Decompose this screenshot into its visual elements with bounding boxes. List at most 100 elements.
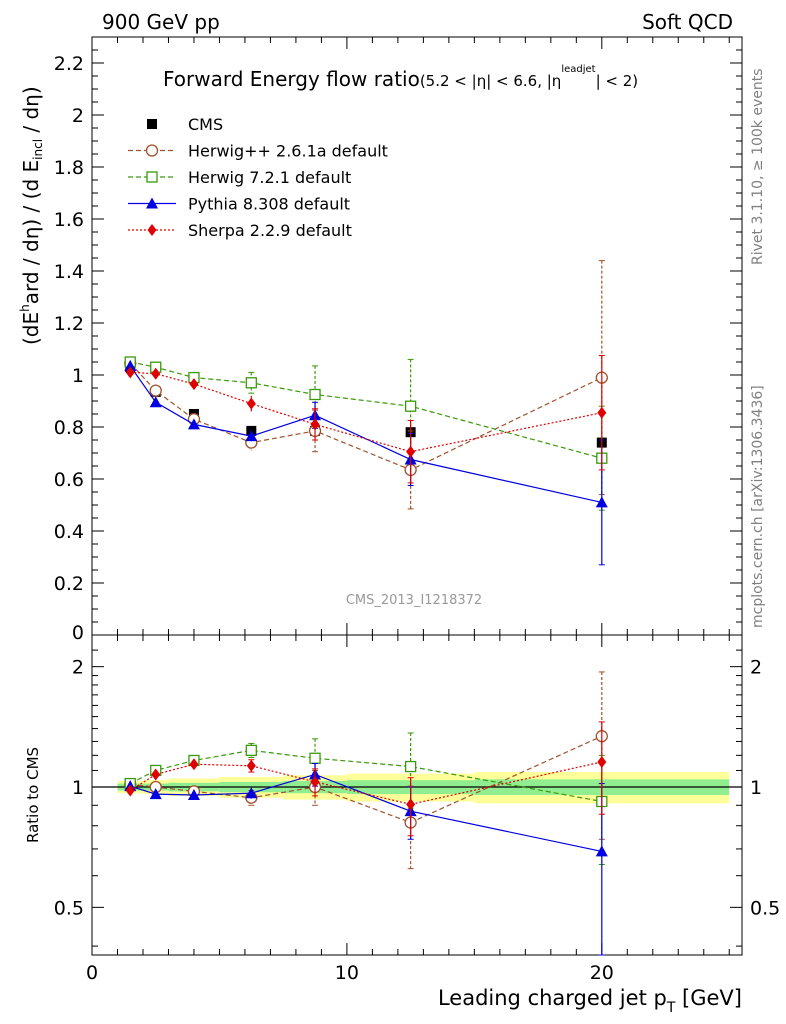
ratio-series-group	[124, 671, 608, 956]
y-tick-label: 1	[72, 365, 84, 387]
data-point	[246, 397, 256, 410]
x-tick-label: 10	[335, 962, 359, 984]
title-main: Forward Energy flow ratio	[163, 67, 420, 91]
ratio-series-sherpa	[125, 721, 607, 837]
y-tick-label: 0	[72, 622, 84, 644]
y-tick-label: 1.4	[54, 261, 84, 283]
xlabel-unit: [GeV]	[675, 986, 742, 1010]
ratio-data-point	[187, 788, 200, 800]
x-tick-label: 0	[86, 962, 98, 984]
main-chart-title: Forward Energy flow ratio(5.2 < |η| < 6.…	[163, 64, 638, 91]
data-point	[309, 388, 321, 401]
ratio-y-tick-label: 2	[72, 657, 84, 679]
y-tick-label: 1.6	[54, 209, 84, 231]
ratio-data-point	[404, 760, 417, 773]
x-tick-label: 20	[590, 962, 614, 984]
ratio-y-axis-label: Ratio to CMS	[24, 747, 42, 843]
ratio-series-herwig	[124, 671, 608, 870]
y-tick-label: 0.4	[54, 521, 84, 543]
data-point	[149, 384, 162, 397]
y-tick-label: 1.8	[54, 157, 84, 179]
series-line	[129, 362, 603, 471]
legend: CMS Herwig++ 2.6.1a default Herwig 7.2.1 d…	[128, 115, 388, 240]
y-tick-label: 0.2	[54, 573, 84, 595]
ratio-y-tick-label-right: 1	[750, 777, 762, 799]
x-axis-label: Leading charged jet pT [GeV]	[438, 986, 742, 1016]
ratio-data-point	[310, 775, 320, 788]
y-tick-label: 0.6	[54, 469, 84, 491]
y-tick-label: 0.8	[54, 417, 84, 439]
ratio-data-point	[151, 768, 161, 781]
ratio-data-point	[189, 758, 199, 771]
data-point	[406, 445, 416, 458]
ylabel-sub: incl	[31, 139, 45, 160]
legend-marker	[146, 197, 158, 209]
process-label: Soft QCD	[642, 10, 733, 34]
series-line	[130, 361, 602, 459]
data-point	[597, 406, 607, 419]
data-point	[149, 396, 162, 408]
legend-marker	[147, 119, 157, 129]
legend-item: Herwig 7.2.1 default	[128, 168, 351, 187]
xlabel-main: Leading charged jet p	[438, 986, 667, 1010]
ratio-y-tick-label-right: 2	[750, 657, 762, 679]
legend-marker	[145, 144, 159, 157]
ylabel-a: (dE	[19, 312, 43, 345]
ylabel-sup: h	[18, 304, 32, 312]
ratio-data-point	[309, 752, 321, 764]
main-y-axis-label: (dEhard / dη) / (d Eincl / dη)	[18, 86, 45, 345]
ratio-y-tick-label: 0.5	[54, 897, 84, 919]
legend-item: Pythia 8.308 default	[128, 195, 350, 214]
main-panel: 0.2 0.4 0.6 0.8 1 1.2 1.4 1.6 1.8 2 2.2 0 CMS_2013_…	[18, 36, 743, 644]
mcplots-label: mcplots.cern.ch [arXiv:1306.3436]	[750, 385, 766, 628]
ratio-data-point	[245, 787, 258, 799]
main-series-group	[124, 260, 608, 566]
ratio-plot-frame	[91, 634, 743, 956]
y-tick-label: 2	[72, 105, 84, 127]
collision-label: 900 GeV pp	[102, 10, 220, 34]
title-cut-sup: leadjet	[561, 64, 595, 75]
ratio-panel: 0.5 0.51 12 20 10 20 Ratio to CMS Leading cha…	[24, 634, 780, 1016]
ratio-data-point	[245, 744, 257, 757]
ratio-data-point	[149, 788, 162, 800]
ratio-y-tick-label: 1	[72, 777, 84, 799]
data-point	[124, 359, 137, 371]
title-cut-end: | < 2)	[596, 72, 639, 90]
legend-item: Herwig++ 2.6.1a default	[128, 142, 388, 161]
ratio-data-point	[125, 784, 135, 797]
data-point	[125, 366, 135, 379]
data-point	[404, 400, 417, 412]
data-point	[245, 430, 258, 442]
legend-item: Sherpa 2.2.9 default	[128, 221, 352, 240]
data-point	[245, 377, 257, 389]
data-point	[151, 367, 161, 380]
xlabel-sub: T	[666, 1000, 676, 1016]
ratio-data-point	[406, 798, 416, 811]
analysis-id-label: CMS_2013_I1218372	[346, 593, 482, 608]
ratio-data-point	[595, 845, 608, 857]
title-cut: (5.2 < |η| < 6.6, |η	[420, 72, 561, 90]
legend-marker	[146, 171, 158, 183]
data-point	[595, 496, 608, 508]
legend-marker	[147, 224, 157, 236]
legend-item: CMS	[147, 115, 223, 134]
rivet-version-label: Rivet 3.1.10, ≥ 100k events	[750, 68, 766, 265]
ylabel-c: / dη)	[19, 86, 43, 139]
data-point	[310, 418, 320, 431]
ratio-data-point	[246, 759, 256, 772]
legend-label: CMS	[188, 115, 223, 134]
data-point	[187, 418, 200, 430]
ratio-data-point	[597, 755, 607, 768]
data-point	[189, 378, 199, 391]
ratio-axis-ticks: 0.5 0.51 12 20 10 20	[54, 635, 780, 984]
ylabel-b: ard / dη) / (d E	[19, 160, 43, 304]
y-tick-label: 1.2	[54, 313, 84, 335]
main-axis-ticks: 0.2 0.4 0.6 0.8 1 1.2 1.4 1.6 1.8 2 2.2 0	[54, 36, 742, 644]
series-pythia	[124, 359, 608, 566]
legend-label: Herwig++ 2.6.1a default	[188, 142, 388, 161]
legend-label: Pythia 8.308 default	[188, 195, 350, 214]
legend-label: Herwig 7.2.1 default	[188, 168, 351, 187]
ratio-y-tick-label-right: 0.5	[750, 897, 780, 919]
series-sherpa	[125, 355, 607, 484]
